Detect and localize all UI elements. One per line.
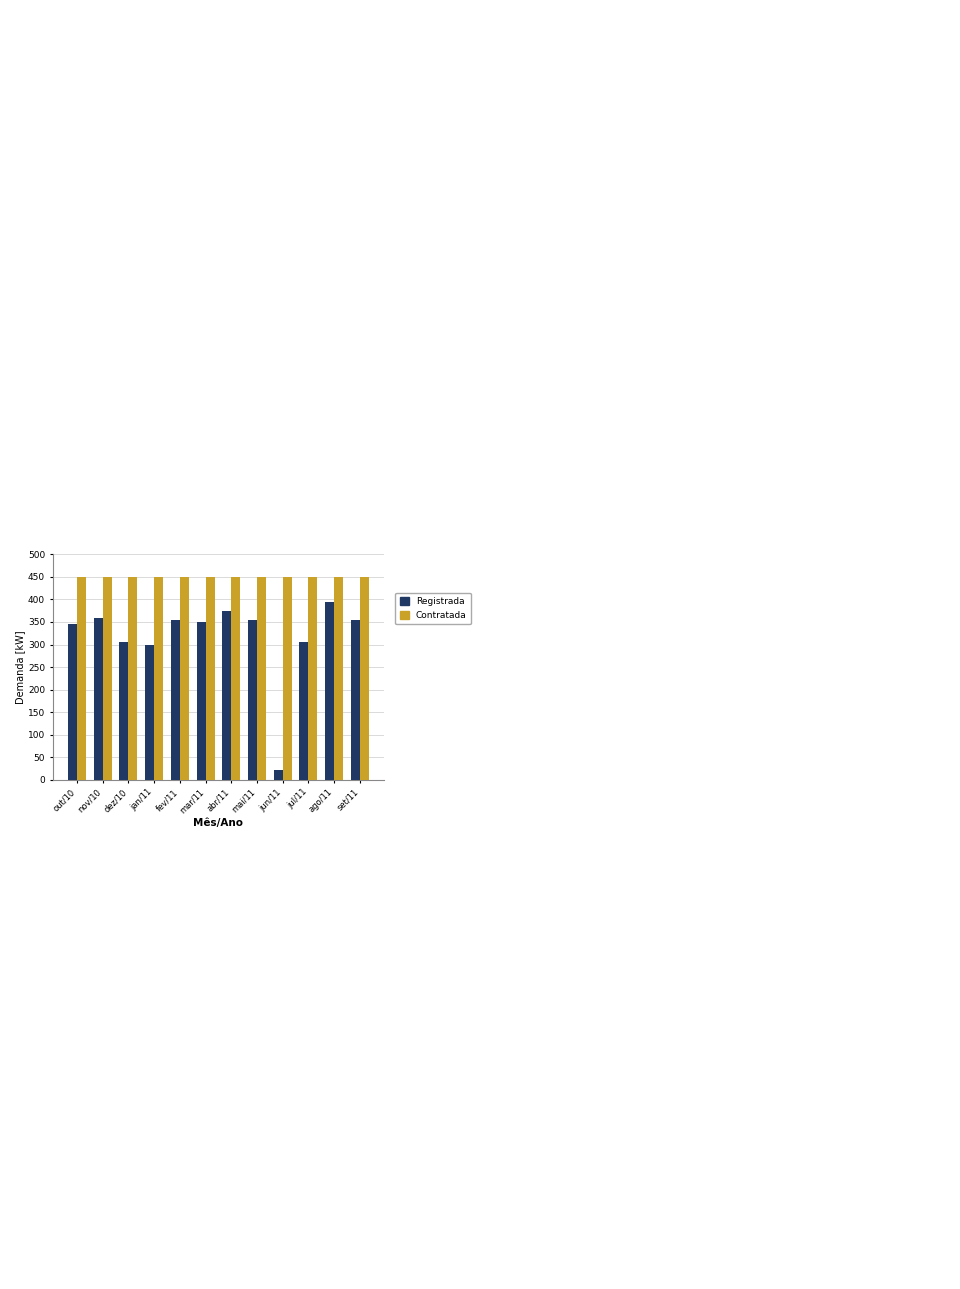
Bar bbox=[77, 576, 85, 780]
Bar bbox=[325, 602, 334, 780]
Bar bbox=[68, 624, 77, 780]
Bar bbox=[231, 576, 240, 780]
Bar bbox=[180, 576, 189, 780]
Bar bbox=[197, 621, 205, 780]
Bar bbox=[171, 620, 180, 780]
Bar bbox=[145, 644, 154, 780]
Bar bbox=[274, 770, 283, 780]
Bar bbox=[351, 620, 360, 780]
Bar bbox=[257, 576, 266, 780]
Bar bbox=[103, 576, 111, 780]
Bar bbox=[300, 642, 308, 780]
Bar bbox=[119, 642, 129, 780]
Bar bbox=[360, 576, 369, 780]
Bar bbox=[308, 576, 318, 780]
Bar bbox=[334, 576, 344, 780]
Bar bbox=[129, 576, 137, 780]
Y-axis label: Demanda [kW]: Demanda [kW] bbox=[15, 630, 25, 704]
Bar bbox=[154, 576, 163, 780]
Legend: Registrada, Contratada: Registrada, Contratada bbox=[396, 593, 471, 624]
X-axis label: Mês/Ano: Mês/Ano bbox=[193, 819, 244, 828]
Bar bbox=[248, 620, 257, 780]
Bar bbox=[283, 576, 292, 780]
Bar bbox=[93, 619, 103, 780]
Bar bbox=[223, 611, 231, 780]
Bar bbox=[205, 576, 214, 780]
